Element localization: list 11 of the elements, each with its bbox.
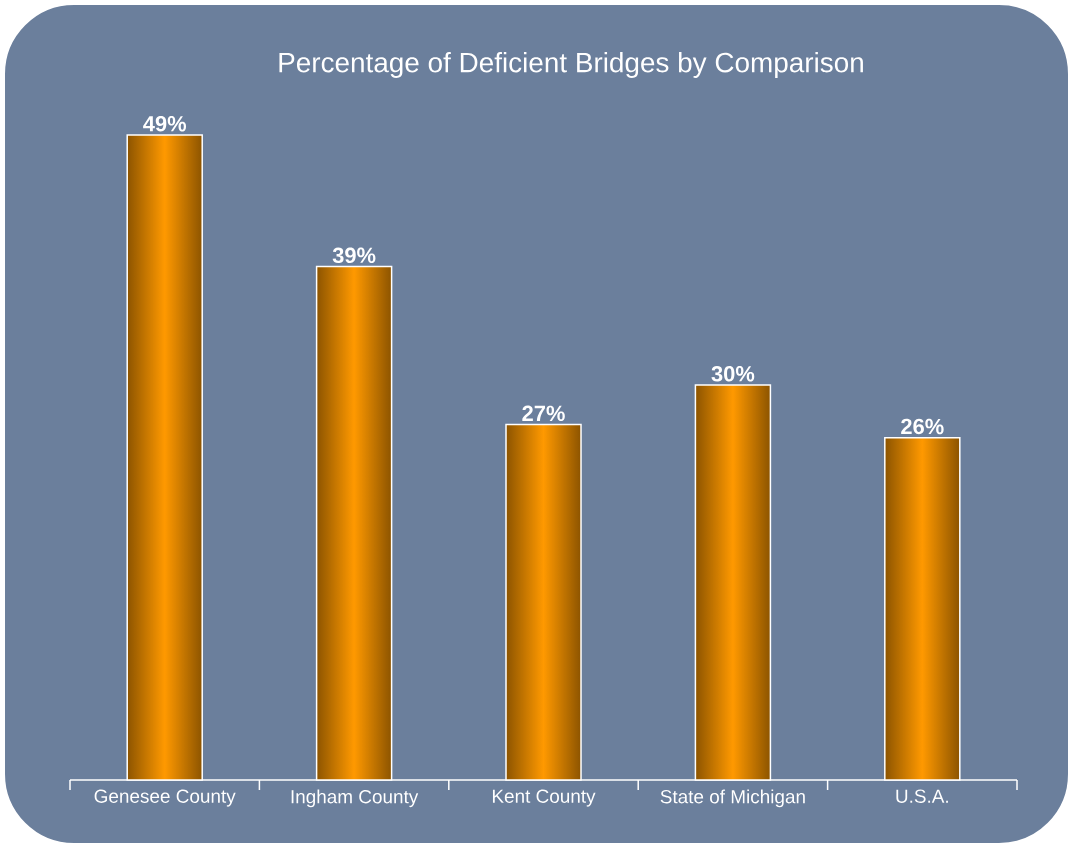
x-tick-label: Kent County (492, 789, 596, 807)
data-label: 27% (522, 405, 565, 422)
data-label: 26% (901, 418, 944, 435)
x-tick-label: U.S.A. (896, 789, 948, 803)
data-label: 39% (332, 247, 376, 264)
data-label: 30% (711, 366, 755, 382)
x-tick-label: Genesee County (94, 789, 236, 807)
data-label: 49% (143, 115, 187, 132)
x-tick-label: Ingham County (291, 789, 419, 808)
chart-title: Percentage of Deficient Bridges by Comparison (279, 52, 863, 78)
x-tick-label: State of Michigan (660, 789, 805, 808)
